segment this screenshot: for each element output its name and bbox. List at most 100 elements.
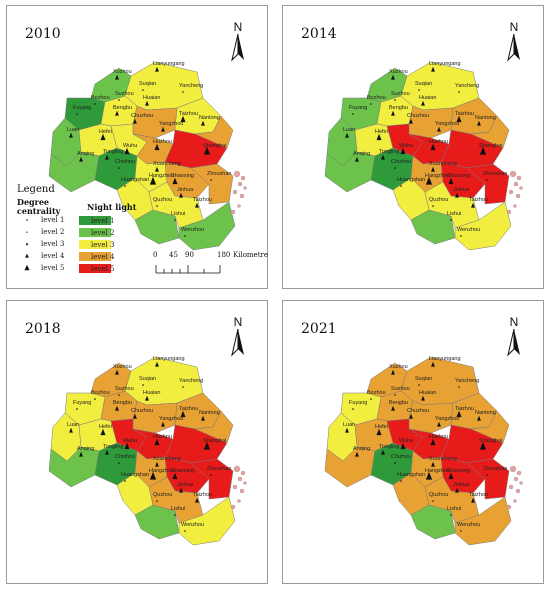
city-label: Wenzhou [181, 522, 205, 528]
island-shape [237, 181, 243, 187]
city-centrality-marker [431, 66, 435, 72]
city-centrality-marker [179, 487, 183, 493]
city-centrality-marker [105, 154, 109, 160]
city-label: Lianyungang [429, 356, 461, 362]
legend: Legend Degree centrality Night light leve… [17, 184, 267, 284]
city-centrality-marker [355, 451, 359, 457]
degree-level-label: level 3 [41, 240, 65, 248]
island-shape [516, 470, 522, 476]
city-label: Anqing [77, 446, 95, 452]
map-year-label: 2014 [301, 26, 337, 42]
choropleth-map [48, 61, 247, 251]
city-label: Suqian [415, 81, 433, 87]
city-centrality-marker [180, 115, 186, 123]
city-label: Tongling [103, 444, 124, 450]
city-label: Huzhou [429, 434, 448, 440]
city-centrality-marker [155, 66, 159, 72]
city-centrality-marker [471, 497, 475, 503]
island-shape [506, 504, 512, 510]
city-label: Zhoushan [207, 171, 232, 177]
city-centrality-marker [456, 115, 462, 123]
city-centrality-marker [100, 428, 106, 436]
city-centrality-marker [124, 442, 130, 450]
city-centrality-marker [418, 89, 420, 91]
city-centrality-marker [76, 113, 78, 115]
map-region [178, 201, 236, 251]
degree-level-label: level 4 [41, 252, 65, 260]
city-centrality-marker [431, 461, 435, 467]
city-label: Quzhou [429, 492, 449, 498]
city-label: Huangshan [121, 177, 150, 183]
city-centrality-marker [370, 103, 372, 105]
island-shape [239, 193, 245, 199]
city-centrality-marker [456, 410, 462, 418]
map-year-label: 2010 [25, 26, 61, 42]
degree-level-label: level 5 [41, 264, 65, 272]
city-label: Hangzhou [149, 468, 175, 474]
city-centrality-marker [174, 514, 176, 516]
scale-tick-label: 180 [217, 251, 231, 259]
city-label: Luan [343, 422, 356, 428]
city-label: Taizhou [179, 111, 198, 117]
city-label: Quzhou [153, 197, 173, 203]
city-centrality-marker [172, 177, 178, 185]
city-centrality-marker [376, 428, 382, 436]
city-label: Tongling [103, 149, 124, 155]
island-shape [506, 209, 512, 215]
island-shape [516, 175, 522, 181]
city-label: Chizhou [391, 159, 412, 165]
city-label: Quzhou [429, 197, 449, 203]
city-centrality-marker [425, 176, 433, 185]
city-centrality-marker [133, 118, 137, 124]
island-shape [230, 209, 236, 215]
city-label: Chizhou [115, 454, 136, 460]
island-shape [237, 476, 243, 482]
city-label: Chuzhou [407, 408, 430, 414]
city-centrality-marker [145, 395, 149, 401]
city-centrality-marker [479, 146, 487, 155]
city-label: Fuyang [349, 400, 368, 406]
city-centrality-marker [486, 179, 488, 181]
island-shape [513, 499, 517, 503]
city-label: Huaian [419, 95, 437, 101]
city-centrality-marker [115, 110, 119, 116]
city-label: Tongling [379, 444, 400, 450]
city-label: Wuhu [123, 438, 138, 444]
city-centrality-marker [381, 154, 385, 160]
north-arrow-icon: N [503, 20, 525, 64]
city-label: Hefei [99, 424, 112, 430]
city-centrality-marker [155, 166, 159, 172]
city-centrality-marker [391, 74, 395, 80]
city-centrality-marker [195, 202, 199, 208]
island-shape [513, 476, 519, 482]
island-shape [513, 181, 519, 187]
city-label: Fuyang [73, 400, 92, 406]
map-region [470, 410, 510, 444]
city-centrality-marker [195, 497, 199, 503]
city-label: Huaian [419, 390, 437, 396]
city-label: Xuancheng [429, 161, 457, 167]
city-label: Chuzhou [407, 113, 430, 119]
city-centrality-marker [115, 369, 119, 375]
city-label: Nantong [199, 115, 220, 121]
map-panel-2018: 2018 N Lianyungang Xuzhou Suqian Yancheng Bozh… [6, 300, 268, 584]
island-shape [233, 170, 241, 178]
city-centrality-marker [477, 415, 481, 421]
map-year-label: 2021 [301, 321, 337, 337]
city-label: Bengbu [389, 400, 408, 406]
city-centrality-marker [149, 176, 157, 185]
city-centrality-marker [179, 192, 183, 198]
city-centrality-marker [370, 398, 372, 400]
map-region [194, 410, 234, 444]
island-shape [519, 481, 523, 485]
city-label: Bozhou [367, 95, 386, 101]
night-light-level-label: level 2 [91, 229, 115, 237]
city-centrality-marker [124, 185, 126, 187]
city-centrality-marker [448, 472, 454, 480]
city-centrality-marker [455, 487, 459, 493]
city-centrality-marker [142, 384, 144, 386]
city-label: Suzhou [391, 386, 410, 392]
island-shape [232, 484, 238, 490]
city-centrality-marker [115, 405, 119, 411]
night-light-level-label: level 4 [91, 253, 115, 261]
